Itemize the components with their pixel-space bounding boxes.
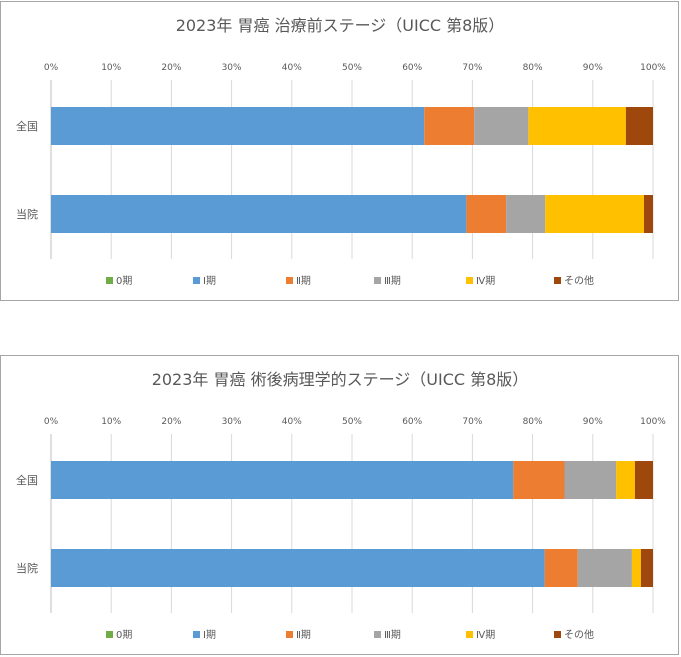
chart-pretreatment-stage: 2023年 胃癌 治療前ステージ（UICC 第8版） 0% 10% 20% 30% 40%… [0,1,679,301]
legend-swatch [554,631,561,638]
legend-swatch [374,277,381,284]
legend-label: Ⅲ期 [384,275,401,287]
bar-segment [634,461,653,499]
legend-item: 0期 [106,629,132,641]
x-tick-label: 50% [342,63,362,73]
legend-item: Ⅰ期 [193,629,216,641]
x-tick-label: 0% [44,63,59,73]
x-tick-label: 60% [402,63,422,73]
legend-label: Ⅰ期 [203,275,216,287]
x-tick-label: 90% [583,63,603,73]
category-label: 当院 [16,561,38,575]
legend-swatch [466,631,473,638]
legend-label: その他 [564,274,594,287]
legend-item: Ⅲ期 [374,629,401,641]
legend-swatch [106,631,113,638]
legend-label: 0期 [116,275,132,287]
x-tick-label: 60% [402,417,422,427]
bar-segment [51,461,514,499]
legend-swatch [106,277,113,284]
category-label: 全国 [16,119,38,133]
legend-swatch [286,277,293,284]
legend-swatch [554,277,561,284]
x-tick-label: 20% [161,417,181,427]
category-label: 全国 [16,473,38,487]
bar-segment [424,107,475,145]
legend-label: Ⅲ期 [384,629,401,641]
chart-title: 2023年 胃癌 治療前ステージ（UICC 第8版） [176,16,505,35]
bar-segment [51,107,425,145]
legend-label: その他 [564,628,594,641]
x-tick-label: 10% [101,63,121,73]
legend-label: Ⅳ期 [476,629,495,641]
bar-segment [528,107,626,145]
bar-segment [506,195,546,233]
x-tick-label: 10% [101,417,121,427]
legend-item: Ⅳ期 [466,275,495,287]
bar-segment [51,195,467,233]
legend-swatch [466,277,473,284]
legend-label: Ⅱ期 [296,275,311,287]
x-tick-label: 20% [161,63,181,73]
x-tick-label: 70% [462,417,482,427]
x-tick-label: 70% [462,63,482,73]
x-tick-label: 80% [523,63,543,73]
chart-pathological-stage: 2023年 胃癌 術後病理学的ステージ（UICC 第8版） 0% 10% 20% 30%… [0,355,679,655]
legend-swatch [374,631,381,638]
legend-item: Ⅲ期 [374,275,401,287]
x-tick-label: 100% [640,63,666,73]
chart-svg: 2023年 胃癌 治療前ステージ（UICC 第8版） 0% 10% 20% 30% 40%… [16,16,666,287]
bar-segment [466,195,507,233]
chart-title: 2023年 胃癌 術後病理学的ステージ（UICC 第8版） [152,370,529,389]
bar-segment [474,107,529,145]
bar-segment [577,549,632,587]
bar-segment [564,461,617,499]
x-tick-label: 90% [583,417,603,427]
legend-item: その他 [554,628,594,641]
x-tick-label: 40% [282,63,302,73]
bar-segment [51,549,545,587]
x-tick-label: 0% [44,417,59,427]
legend-item: Ⅱ期 [286,275,311,287]
x-tick-label: 80% [523,417,543,427]
legend-label: Ⅰ期 [203,629,216,641]
legend-item: Ⅱ期 [286,629,311,641]
x-tick-label: 30% [222,63,242,73]
bar-segment [513,461,565,499]
bar-segment [631,549,641,587]
bar-segment [616,461,635,499]
bar-segment [640,549,653,587]
legend-label: 0期 [116,629,132,641]
bar-segment [625,107,653,145]
x-tick-label: 40% [282,417,302,427]
legend-label: Ⅱ期 [296,629,311,641]
legend-label: Ⅳ期 [476,275,495,287]
x-tick-label: 50% [342,417,362,427]
x-tick-label: 100% [640,417,666,427]
legend-item: 0期 [106,275,132,287]
x-tick-label: 30% [222,417,242,427]
bar-segment [545,195,644,233]
legend-item: Ⅰ期 [193,275,216,287]
category-label: 当院 [16,207,38,221]
chart-svg: 2023年 胃癌 術後病理学的ステージ（UICC 第8版） 0% 10% 20% 30%… [16,370,666,641]
legend-swatch [193,277,200,284]
bar-segment [544,549,578,587]
legend-item: Ⅳ期 [466,629,495,641]
bar-segment [643,195,653,233]
legend-swatch [286,631,293,638]
legend-swatch [193,631,200,638]
legend-item: その他 [554,274,594,287]
